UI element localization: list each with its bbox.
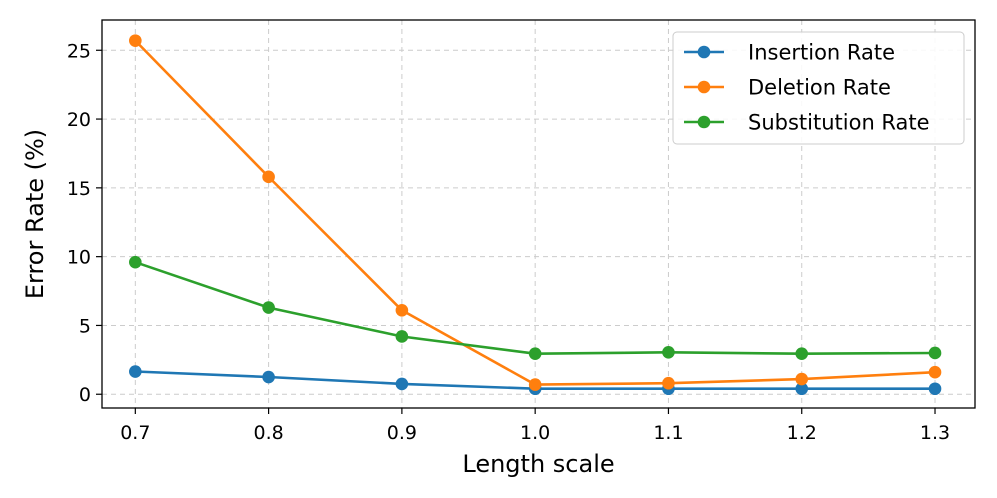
data-point bbox=[662, 376, 675, 390]
data-point bbox=[395, 330, 409, 343]
data-point bbox=[262, 301, 275, 314]
y-tick-label: 10 bbox=[67, 247, 91, 269]
x-tick-label: 1.2 bbox=[787, 422, 817, 444]
x-tick-label: 1.1 bbox=[653, 422, 683, 444]
legend-item: Insertion Rate bbox=[684, 41, 895, 65]
data-point bbox=[795, 347, 809, 360]
x-axis-label: Length scale bbox=[462, 450, 614, 478]
legend-label: Insertion Rate bbox=[748, 41, 895, 65]
series-layer bbox=[129, 34, 942, 396]
data-point bbox=[262, 370, 275, 384]
y-tick-label: 15 bbox=[67, 178, 91, 200]
legend-label: Substitution Rate bbox=[748, 111, 930, 135]
legend-box bbox=[672, 31, 965, 145]
data-point bbox=[928, 365, 942, 379]
data-point bbox=[129, 365, 142, 378]
data-point bbox=[795, 382, 809, 396]
data-point bbox=[129, 34, 142, 47]
legend-swatch-marker bbox=[697, 80, 711, 94]
legend-swatch-marker bbox=[697, 115, 711, 129]
plot-frame bbox=[101, 19, 976, 409]
data-point bbox=[395, 304, 409, 317]
data-point bbox=[129, 255, 142, 269]
legend-label: Deletion Rate bbox=[748, 76, 891, 100]
data-point bbox=[528, 378, 542, 391]
legend-item: Substitution Rate bbox=[684, 111, 930, 135]
x-tick-label: 1.3 bbox=[920, 422, 950, 444]
data-point bbox=[662, 345, 675, 359]
x-tick-label: 0.7 bbox=[120, 422, 150, 444]
y-axis-label: Error Rate (%) bbox=[21, 129, 49, 299]
data-point bbox=[928, 346, 942, 360]
data-point bbox=[928, 382, 942, 396]
y-tick-label: 20 bbox=[67, 109, 91, 131]
data-point bbox=[262, 170, 275, 184]
x-tick-label: 1.0 bbox=[520, 422, 550, 444]
legend-item: Deletion Rate bbox=[684, 76, 891, 100]
data-point bbox=[395, 377, 409, 391]
x-tick-label: 0.9 bbox=[387, 422, 417, 444]
y-tick-label: 5 bbox=[79, 315, 91, 337]
series-substitution-rate bbox=[129, 255, 942, 360]
data-point bbox=[795, 372, 809, 386]
y-tick-label: 0 bbox=[79, 384, 91, 406]
y-tick-label: 25 bbox=[67, 40, 91, 62]
data-point bbox=[528, 347, 542, 360]
legend-swatch-marker bbox=[697, 45, 711, 59]
axis-ticks: 0.7 0.8 0.9 1.0 1.1 1.2 1.3 0 5 10 15 20 25 bbox=[67, 40, 950, 444]
x-tick-label: 0.8 bbox=[253, 422, 283, 444]
series-deletion-rate bbox=[129, 34, 942, 391]
legend: Insertion Rate Deletion Rate Substitution … bbox=[672, 31, 965, 145]
